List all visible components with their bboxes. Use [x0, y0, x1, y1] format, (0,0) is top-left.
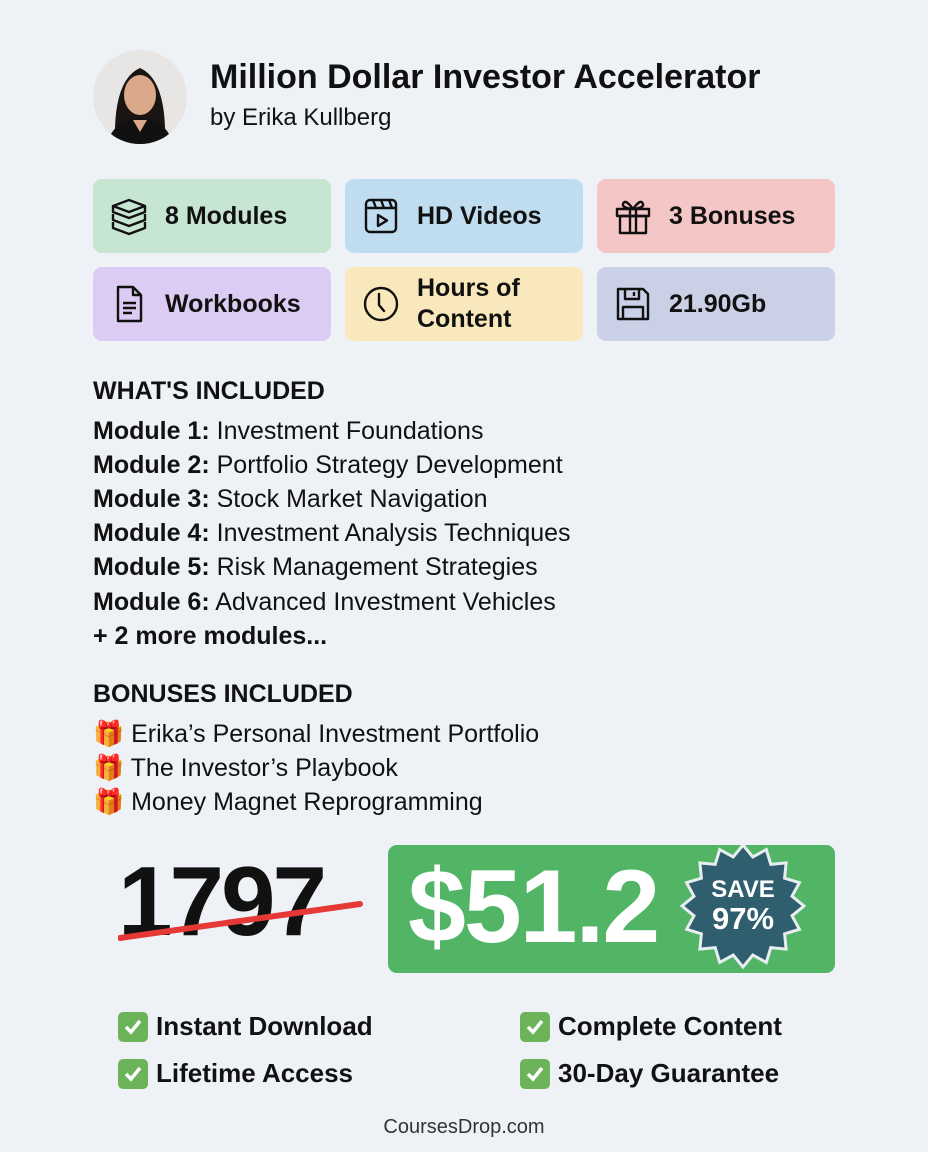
guarantee-item: Instant Download — [118, 1011, 373, 1042]
sale-price: $51.2 — [408, 849, 660, 965]
gift-icon: 🎁 — [93, 788, 125, 816]
badge-percent-text: 97% — [712, 901, 774, 936]
feature-label: Hours of Content — [417, 274, 520, 333]
check-icon — [520, 1011, 550, 1042]
feature-label: 3 Bonuses — [669, 201, 796, 230]
footer-site: CoursesDrop.com — [383, 1116, 545, 1138]
document-icon — [116, 285, 143, 323]
module-item: Module 6: Advanced Investment Vehicles — [93, 588, 556, 616]
check-icon — [520, 1058, 550, 1089]
gift-icon: 🎁 — [93, 720, 125, 748]
video-icon — [364, 198, 398, 234]
feature-modules: 8 Modules — [93, 179, 331, 253]
feature-label: HD Videos — [417, 201, 542, 230]
feature-label: 8 Modules — [165, 201, 288, 230]
books-icon — [111, 198, 147, 236]
bonus-item: 🎁 Erika’s Personal Investment Portfolio — [93, 720, 540, 748]
included-heading: WHAT'S INCLUDED — [93, 377, 325, 405]
course-title: Million Dollar Investor Accelerator — [210, 58, 761, 96]
course-author: by Erika Kullberg — [210, 104, 392, 131]
module-item: Module 4: Investment Analysis Techniques — [93, 519, 571, 547]
check-icon — [118, 1058, 148, 1089]
bonuses-heading: BONUSES INCLUDED — [93, 680, 353, 708]
gift-icon — [615, 200, 651, 235]
module-item: Module 5: Risk Management Strategies — [93, 553, 538, 581]
guarantee-item: Complete Content — [520, 1011, 782, 1042]
gift-icon: 🎁 — [93, 754, 125, 782]
module-item: Module 1: Investment Foundations — [93, 417, 484, 445]
badge-save-text: SAVE — [711, 876, 775, 903]
original-price: 1797 — [118, 846, 327, 956]
feature-videos: HD Videos — [345, 179, 583, 253]
feature-label: Workbooks — [165, 289, 301, 318]
module-item: Module 2: Portfolio Strategy Development — [93, 451, 563, 479]
feature-size: 21.90Gb — [597, 267, 835, 341]
bonus-item: 🎁 Money Magnet Reprogramming — [93, 788, 483, 816]
author-avatar — [93, 50, 187, 144]
bonus-item: 🎁 The Investor’s Playbook — [93, 754, 398, 782]
more-modules: + 2 more modules... — [93, 622, 328, 650]
feature-workbooks: Workbooks — [93, 267, 331, 341]
save-badge: SAVE 97% — [680, 843, 806, 969]
feature-label: 21.90Gb — [669, 289, 767, 318]
clock-icon — [363, 286, 399, 322]
strikethrough-line — [118, 901, 363, 941]
feature-bonuses: 3 Bonuses — [597, 179, 835, 253]
guarantee-item: 30-Day Guarantee — [520, 1058, 779, 1089]
feature-hours: Hours of Content — [345, 267, 583, 341]
guarantee-item: Lifetime Access — [118, 1058, 353, 1089]
module-item: Module 3: Stock Market Navigation — [93, 485, 488, 513]
check-icon — [118, 1011, 148, 1042]
floppy-disk-icon — [616, 287, 650, 321]
